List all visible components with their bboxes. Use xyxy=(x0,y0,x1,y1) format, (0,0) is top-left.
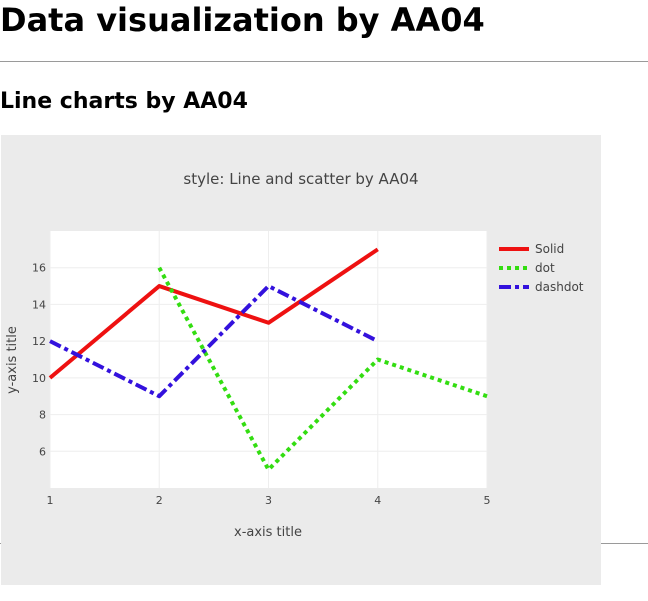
legend-label-dot[interactable]: dot xyxy=(535,261,555,275)
data-point-dashdot[interactable] xyxy=(267,284,271,288)
y-tick-label: 8 xyxy=(39,409,46,422)
section-heading: Line charts by AA04 xyxy=(0,89,248,114)
legend-label-solid[interactable]: Solid xyxy=(535,242,564,256)
data-point-solid[interactable] xyxy=(157,284,161,288)
y-tick-label: 14 xyxy=(32,298,46,311)
data-point-solid[interactable] xyxy=(376,247,380,251)
data-point-dashdot[interactable] xyxy=(48,339,52,343)
series-line-solid[interactable] xyxy=(48,247,379,380)
series-line-dashdot[interactable] xyxy=(49,284,379,399)
y-tick-label: 16 xyxy=(32,262,46,275)
data-point-solid[interactable] xyxy=(267,321,271,325)
y-tick-label: 6 xyxy=(39,445,46,458)
chart-container: 1 2 3 4 5 6 8 10 12 14 16 Solid dot dashdot style: L… xyxy=(1,135,601,585)
data-point-solid[interactable] xyxy=(48,376,52,380)
chart-title: style: Line and scatter by AA04 xyxy=(183,170,418,188)
y-tick-label: 12 xyxy=(32,335,46,348)
data-point-dashdot[interactable] xyxy=(157,394,161,398)
x-axis-title: x-axis title xyxy=(234,525,302,540)
data-point-dot[interactable] xyxy=(485,394,489,398)
x-tick-label: 4 xyxy=(374,494,381,507)
legend[interactable]: Solid dot dashdot xyxy=(499,242,584,294)
series-group xyxy=(48,247,489,472)
x-tick-label: 1 xyxy=(47,494,54,507)
data-point-dot[interactable] xyxy=(267,468,271,472)
y-axis-title: y-axis title xyxy=(5,326,20,394)
y-tick-label: 10 xyxy=(32,372,46,385)
x-tick-label: 2 xyxy=(156,494,163,507)
x-tick-label: 3 xyxy=(265,494,272,507)
top-divider xyxy=(0,61,648,62)
legend-label-dashdot[interactable]: dashdot xyxy=(535,280,584,294)
data-point-dot[interactable] xyxy=(157,266,161,270)
data-point-dashdot[interactable] xyxy=(376,339,380,343)
x-tick-label: 5 xyxy=(484,494,491,507)
series-line-dot[interactable] xyxy=(157,266,488,472)
page-heading: Data visualization by AA04 xyxy=(0,1,485,39)
data-point-dot[interactable] xyxy=(376,358,380,362)
